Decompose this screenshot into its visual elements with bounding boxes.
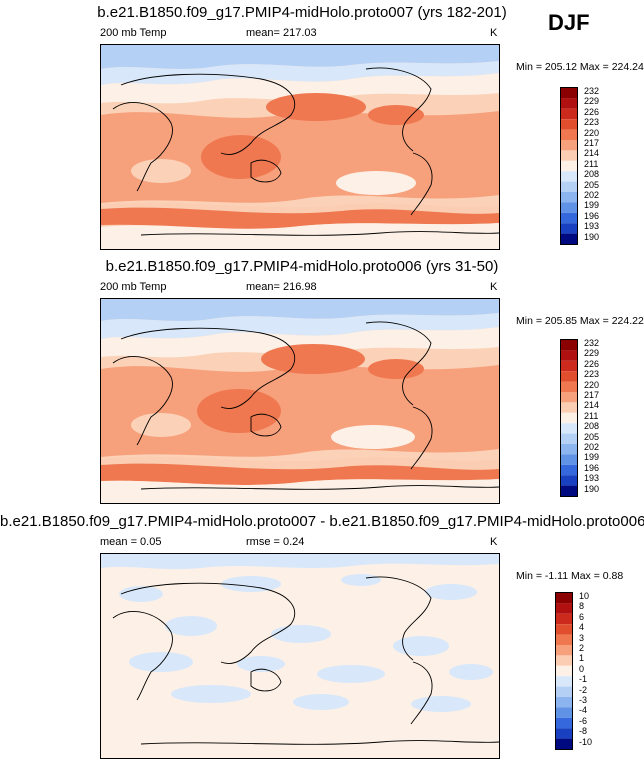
panel3-tick: -8 bbox=[579, 726, 588, 737]
panel2-tick: 226 bbox=[584, 358, 600, 369]
panel3-tick: -4 bbox=[579, 705, 588, 716]
panel2-colorbar-swatches bbox=[561, 340, 577, 496]
panel1-minmax: Min = 205.12 Max = 224.24 bbox=[516, 61, 644, 73]
panel1-tick: 205 bbox=[584, 179, 600, 190]
panel1-tick: 226 bbox=[584, 106, 600, 117]
panel2-tick: 229 bbox=[584, 348, 600, 359]
panel2-tick: 193 bbox=[584, 473, 600, 484]
panel1-tick: 190 bbox=[584, 231, 600, 242]
panel3-colorbar-swatches bbox=[556, 593, 572, 749]
season-label: DJF bbox=[548, 10, 590, 35]
panel1-colorbar-swatches bbox=[561, 88, 577, 244]
panel3-colorbar: 10 8 6 4 3 2 1 0 -1 -2 -3 -4 -6 -8 -10 bbox=[555, 591, 592, 750]
panel2-tick: 208 bbox=[584, 421, 600, 432]
panel3-tick: -2 bbox=[579, 684, 588, 695]
panel1-tick: 214 bbox=[584, 148, 600, 159]
panel3-units-label: K bbox=[490, 536, 498, 548]
panel2-tick: 199 bbox=[584, 452, 600, 463]
panel1-colorbar: 232 229 226 223 220 217 214 211 208 205 … bbox=[560, 86, 599, 245]
panel1-tick: 232 bbox=[584, 86, 600, 96]
panel1-tick: 196 bbox=[584, 210, 600, 221]
panel3-tick: -1 bbox=[579, 674, 588, 685]
panel2-units-label: K bbox=[490, 281, 498, 293]
panel1-tick: 220 bbox=[584, 127, 600, 138]
panel2-variable-label: 200 mb Temp bbox=[100, 281, 167, 293]
panel3-tick: 0 bbox=[579, 663, 585, 674]
panel3-tick: 10 bbox=[579, 591, 590, 601]
panel2-map bbox=[100, 298, 500, 504]
panel3-title: b.e21.B1850.f09_g17.PMIP4-midHolo.proto0… bbox=[0, 513, 644, 530]
panel3-mean-label: mean = 0.05 bbox=[100, 536, 162, 548]
panel1-variable-label: 200 mb Temp bbox=[100, 27, 167, 39]
panel3-contour-field bbox=[101, 554, 499, 758]
panel1-tick: 223 bbox=[584, 117, 600, 128]
panel3-tick: 2 bbox=[579, 643, 585, 653]
panel2-tick: 196 bbox=[584, 462, 600, 473]
panel3-tick: 4 bbox=[579, 622, 585, 633]
panel3-tick: 6 bbox=[579, 611, 585, 622]
panel3-tick: -3 bbox=[579, 695, 588, 705]
panel1-tick: 202 bbox=[584, 190, 600, 200]
panel1-tick: 193 bbox=[584, 221, 600, 232]
panel2-tick: 205 bbox=[584, 431, 600, 442]
panel2-minmax: Min = 205.85 Max = 224.22 bbox=[516, 315, 644, 327]
panel3-minmax: Min = -1.11 Max = 0.88 bbox=[516, 570, 624, 582]
panel2-tick: 202 bbox=[584, 442, 600, 452]
panel2-tick: 223 bbox=[584, 369, 600, 380]
panel1-mean-label: mean= 217.03 bbox=[246, 27, 317, 39]
panel2-tick: 190 bbox=[584, 483, 600, 494]
panel1-contour-field bbox=[101, 45, 499, 249]
panel1-units-label: K bbox=[490, 27, 498, 39]
panel3-tick: -10 bbox=[579, 736, 593, 747]
panel3-tick: 3 bbox=[579, 632, 585, 643]
panel2-tick: 211 bbox=[584, 410, 599, 421]
panel1-tick: 208 bbox=[584, 169, 600, 180]
panel2-contour-field bbox=[101, 299, 499, 503]
panel3-map bbox=[100, 553, 500, 759]
panel2-tick: 220 bbox=[584, 379, 600, 390]
panel1-title: b.e21.B1850.f09_g17.PMIP4-midHolo.proto0… bbox=[97, 4, 507, 21]
panel2-mean-label: mean= 216.98 bbox=[246, 281, 317, 293]
panel2-colorbar: 232 229 226 223 220 217 214 211 208 205 … bbox=[560, 338, 599, 497]
panel3-rmse-label: rmse = 0.24 bbox=[246, 536, 305, 548]
panel3-tick: -6 bbox=[579, 715, 588, 726]
panel3-tick: 8 bbox=[579, 601, 585, 612]
panel2-tick: 232 bbox=[584, 338, 600, 348]
panel2-title: b.e21.B1850.f09_g17.PMIP4-midHolo.proto0… bbox=[105, 258, 499, 275]
panel1-tick: 229 bbox=[584, 96, 600, 107]
panel1-map bbox=[100, 44, 500, 250]
panel1-tick: 217 bbox=[584, 138, 600, 148]
panel1-tick: 211 bbox=[584, 158, 599, 169]
panel2-tick: 214 bbox=[584, 400, 600, 411]
panel2-tick: 217 bbox=[584, 390, 600, 400]
panel1-tick: 199 bbox=[584, 200, 600, 211]
panel3-tick: 1 bbox=[579, 653, 585, 664]
